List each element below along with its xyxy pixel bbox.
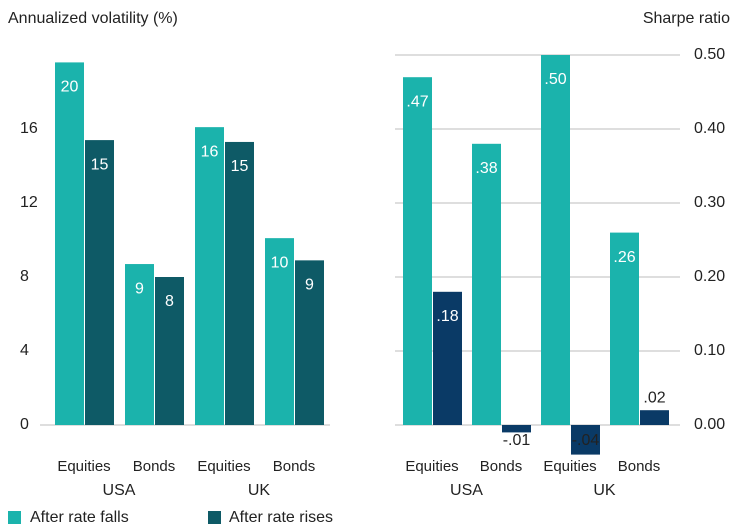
bar [125, 264, 154, 425]
bar [640, 410, 669, 425]
value-label: 9 [135, 280, 144, 297]
value-label: 10 [271, 254, 289, 271]
value-label: -.01 [503, 432, 531, 449]
x-tick-label: Bonds [480, 458, 523, 475]
group-label: USA [103, 482, 136, 499]
value-label: .50 [544, 71, 566, 88]
y-tick-label: 0.00 [694, 416, 725, 433]
value-label: 16 [201, 143, 219, 160]
legend-swatch [208, 511, 221, 524]
value-label: .18 [436, 308, 458, 325]
x-tick-label: Bonds [618, 458, 661, 475]
bar [472, 143, 501, 426]
bar [610, 232, 639, 425]
y-tick-label: 0.20 [694, 268, 725, 285]
bar [195, 127, 224, 426]
bar [265, 238, 294, 425]
bar [55, 62, 84, 426]
y-tick-label: 0.40 [694, 120, 725, 137]
value-label: .26 [613, 249, 635, 266]
group-label: UK [593, 482, 616, 499]
x-tick-label: Equities [57, 458, 110, 475]
y-tick-label: 8 [20, 268, 29, 285]
y-tick-label: 12 [20, 194, 38, 211]
bar [502, 425, 531, 433]
bar [403, 77, 432, 425]
x-tick-label: Equities [405, 458, 458, 475]
bar [225, 141, 254, 425]
value-label: .02 [643, 389, 665, 406]
value-label: 20 [61, 79, 79, 96]
legend-label: After rate falls [30, 509, 129, 526]
value-label: 9 [305, 277, 314, 294]
x-tick-label: Bonds [133, 458, 176, 475]
y-tick-label: 16 [20, 120, 38, 137]
y-tick-label: 4 [20, 342, 29, 359]
bar [571, 425, 600, 455]
bar [541, 55, 570, 425]
x-tick-label: Equities [197, 458, 250, 475]
group-label: USA [450, 482, 483, 499]
x-tick-label: Equities [543, 458, 596, 475]
value-label: -.04 [572, 432, 600, 449]
group-label: UK [248, 482, 271, 499]
value-label: 8 [165, 293, 174, 310]
x-tick-label: Bonds [273, 458, 316, 475]
y-axis-title: Annualized volatility (%) [8, 10, 178, 27]
y-tick-label: 0.50 [694, 46, 725, 63]
bar [295, 260, 324, 425]
legend-label: After rate rises [229, 509, 333, 526]
value-label: 15 [231, 158, 249, 175]
y-tick-label: 0 [20, 416, 29, 433]
y2-axis-title: Sharpe ratio [643, 10, 730, 27]
bar [155, 277, 184, 425]
y-tick-label: 0.30 [694, 194, 725, 211]
value-label: 15 [91, 156, 109, 173]
value-label: .38 [475, 160, 497, 177]
bar [433, 291, 462, 425]
y-tick-label: 0.10 [694, 342, 725, 359]
bar [85, 140, 114, 425]
legend-swatch [8, 511, 21, 524]
value-label: .47 [406, 93, 428, 110]
